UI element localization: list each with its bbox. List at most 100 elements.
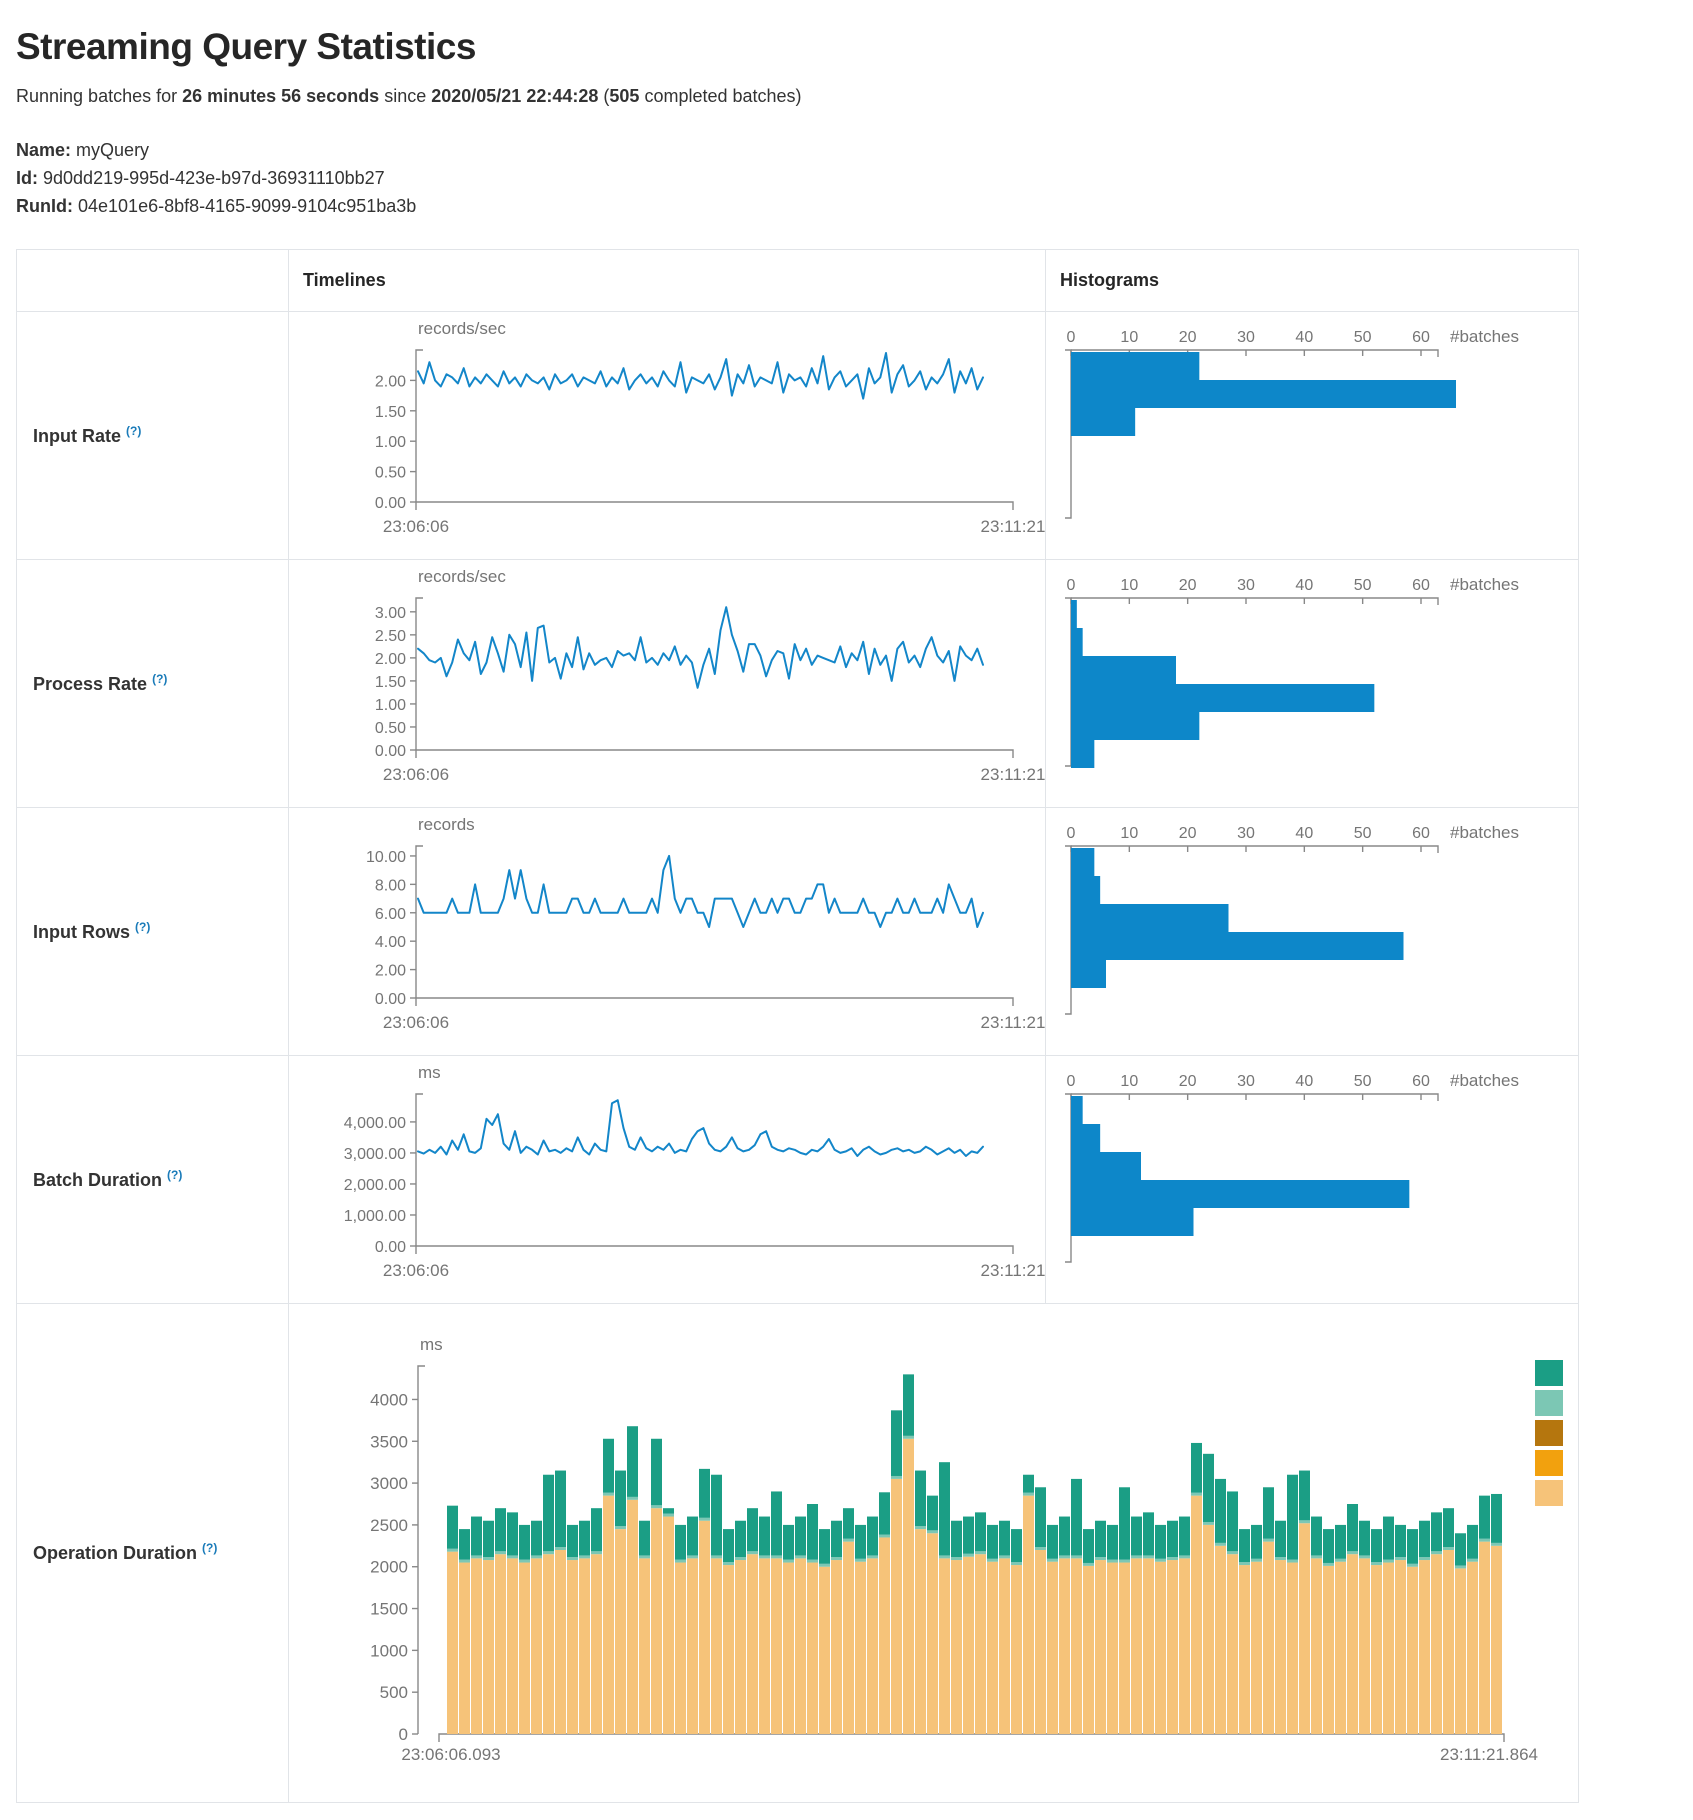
row-label-batch-duration: Batch Duration xyxy=(33,1169,163,1190)
svg-text:23:11:21.864: 23:11:21.864 xyxy=(1440,1745,1538,1764)
svg-text:#batches: #batches xyxy=(1450,823,1519,842)
svg-text:4.00: 4.00 xyxy=(375,934,406,951)
svg-text:1500: 1500 xyxy=(370,1599,408,1618)
svg-text:records: records xyxy=(418,815,475,834)
svg-text:50: 50 xyxy=(1354,329,1372,346)
svg-text:0.00: 0.00 xyxy=(375,1239,406,1256)
page-title: Streaming Query Statistics xyxy=(16,26,476,67)
svg-text:3.00: 3.00 xyxy=(375,604,406,621)
svg-text:23:11:21: 23:11:21 xyxy=(981,765,1046,784)
row-label-process-rate: Process Rate xyxy=(33,673,148,694)
runid-label: RunId: xyxy=(16,195,73,216)
completed-batch-count: 505 xyxy=(609,86,640,106)
svg-text:6.00: 6.00 xyxy=(375,905,406,922)
svg-text:2.00: 2.00 xyxy=(375,373,406,390)
svg-text:4,000.00: 4,000.00 xyxy=(344,1115,406,1132)
svg-text:1.50: 1.50 xyxy=(375,403,406,420)
svg-text:0: 0 xyxy=(1067,577,1076,594)
svg-text:0.00: 0.00 xyxy=(375,991,406,1008)
svg-text:60: 60 xyxy=(1412,825,1430,842)
svg-text:30: 30 xyxy=(1237,329,1255,346)
help-icon-operation-duration[interactable]: (?) xyxy=(202,1541,218,1556)
svg-text:60: 60 xyxy=(1412,1073,1430,1090)
svg-text:10: 10 xyxy=(1120,329,1138,346)
column-header-histograms: Histograms xyxy=(1045,248,1579,312)
svg-text:23:06:06: 23:06:06 xyxy=(383,1013,449,1032)
legend-swatch-1 xyxy=(1535,1359,1563,1386)
svg-text:40: 40 xyxy=(1295,1073,1313,1090)
svg-text:1.00: 1.00 xyxy=(375,434,406,451)
query-metadata: Name: myQuery Id: 9d0dd219-995d-423e-b97… xyxy=(16,137,1677,221)
timeline-chart-process-rate: records/sec 3.00 2.50 2.00 1.50 1.00 0.50 0.00 2… xyxy=(375,567,1046,784)
svg-text:3,000.00: 3,000.00 xyxy=(344,1146,406,1163)
svg-text:2,000.00: 2,000.00 xyxy=(344,1177,406,1194)
histogram-chart-input-rows: 0 10 20 30 40 50 60 #batches xyxy=(1065,823,1519,1015)
timeline-chart-batch-duration: ms 4,000.00 3,000.00 2,000.00 1,000.00 0.00 23… xyxy=(344,1063,1046,1280)
row-label-operation-duration: Operation Duration xyxy=(33,1543,198,1564)
running-batches-summary: Running batches for 26 minutes 56 second… xyxy=(16,86,802,106)
row-operation-duration: Operation Duration (?) ms 4000 3500 3000 250… xyxy=(16,1302,1579,1803)
svg-text:0: 0 xyxy=(1067,825,1076,842)
running-duration: 26 minutes 56 seconds xyxy=(182,86,380,106)
svg-text:8.00: 8.00 xyxy=(375,877,406,894)
svg-text:30: 30 xyxy=(1237,1073,1255,1090)
svg-text:1000: 1000 xyxy=(370,1641,408,1660)
svg-text:20: 20 xyxy=(1179,1073,1197,1090)
svg-text:#batches: #batches xyxy=(1450,575,1519,594)
histogram-chart-batch-duration: 0 10 20 30 40 50 60 #batches xyxy=(1065,1071,1519,1263)
svg-text:2.00: 2.00 xyxy=(375,651,406,668)
help-icon-input-rate[interactable]: (?) xyxy=(126,423,142,438)
runid-value: 04e101e6-8bf8-4165-9099-9104c951ba3b xyxy=(78,195,417,216)
svg-text:1.00: 1.00 xyxy=(375,697,406,714)
row-label-input-rows: Input Rows xyxy=(33,921,130,942)
stacked-bar-chart-operation-duration: ms 4000 3500 3000 2500 2000 1500 1000 500 023:06:… xyxy=(370,1335,1563,1764)
svg-text:0: 0 xyxy=(1067,1073,1076,1090)
svg-text:10.00: 10.00 xyxy=(366,849,406,866)
svg-text:30: 30 xyxy=(1237,577,1255,594)
help-icon-input-rows[interactable]: (?) xyxy=(135,919,151,934)
svg-text:records/sec: records/sec xyxy=(418,319,506,338)
row-label-input-rate: Input Rate xyxy=(33,425,121,446)
histogram-chart-input-rate: 0 10 20 30 40 50 60 #batches xyxy=(1065,327,1519,519)
help-icon-process-rate[interactable]: (?) xyxy=(152,671,168,686)
svg-text:0.50: 0.50 xyxy=(375,464,406,481)
svg-text:#batches: #batches xyxy=(1450,327,1519,346)
svg-text:0.50: 0.50 xyxy=(375,720,406,737)
svg-text:50: 50 xyxy=(1354,1073,1372,1090)
row-input-rows: Input Rows (?) records 10.00 8.00 6.00 4.00 2… xyxy=(16,806,1579,1056)
svg-text:0: 0 xyxy=(399,1725,408,1744)
svg-text:ms: ms xyxy=(418,1063,441,1082)
svg-text:40: 40 xyxy=(1295,329,1313,346)
svg-text:500: 500 xyxy=(380,1683,408,1702)
svg-text:60: 60 xyxy=(1412,329,1430,346)
svg-text:3500: 3500 xyxy=(370,1432,408,1451)
legend-swatch-3 xyxy=(1535,1419,1563,1446)
svg-text:0.00: 0.00 xyxy=(375,743,406,760)
svg-text:23:06:06: 23:06:06 xyxy=(383,517,449,536)
query-name-row: Name: myQuery xyxy=(16,140,149,160)
svg-text:0.00: 0.00 xyxy=(375,495,406,512)
svg-text:23:06:06: 23:06:06 xyxy=(383,1261,449,1280)
svg-text:records/sec: records/sec xyxy=(418,567,506,586)
name-value: myQuery xyxy=(76,140,150,160)
svg-text:20: 20 xyxy=(1179,577,1197,594)
svg-text:2000: 2000 xyxy=(370,1557,408,1576)
statistics-table: Timelines Histograms Input Rate (?) reco… xyxy=(16,248,1579,1803)
help-icon-batch-duration[interactable]: (?) xyxy=(167,1167,183,1182)
timeline-chart-input-rate: records/sec 2.00 1.50 1.00 0.50 0.00 23:06:06 2… xyxy=(375,319,1046,536)
svg-text:23:11:21: 23:11:21 xyxy=(981,1013,1046,1032)
svg-text:0: 0 xyxy=(1067,329,1076,346)
svg-text:10: 10 xyxy=(1120,825,1138,842)
svg-text:10: 10 xyxy=(1120,1073,1138,1090)
corner-cell xyxy=(16,248,289,312)
svg-text:20: 20 xyxy=(1179,329,1197,346)
svg-text:50: 50 xyxy=(1354,577,1372,594)
svg-text:23:11:21: 23:11:21 xyxy=(981,517,1046,536)
svg-text:23:06:06: 23:06:06 xyxy=(383,765,449,784)
svg-text:10: 10 xyxy=(1120,577,1138,594)
svg-text:23:11:21: 23:11:21 xyxy=(981,1261,1046,1280)
query-runid-row: RunId: 04e101e6-8bf8-4165-9099-9104c951b… xyxy=(16,196,416,216)
query-id-row: Id: 9d0dd219-995d-423e-b97d-36931110bb27 xyxy=(16,168,385,188)
svg-text:3000: 3000 xyxy=(370,1474,408,1493)
svg-text:1,000.00: 1,000.00 xyxy=(344,1208,406,1225)
